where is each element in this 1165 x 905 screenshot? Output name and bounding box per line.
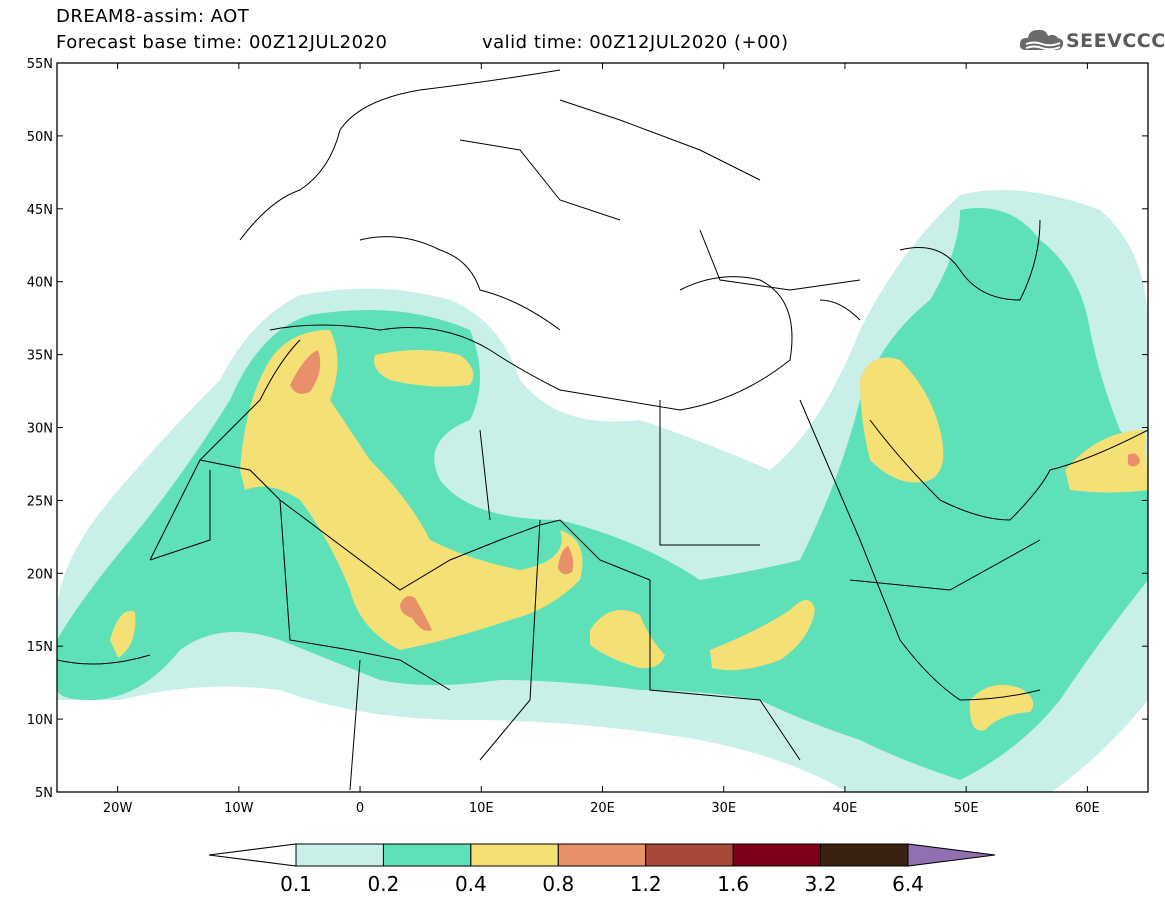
forecast-base-time: Forecast base time: 00Z12JUL2020 xyxy=(56,32,388,53)
colorbar-level-label: 0.2 xyxy=(368,872,400,896)
lon-tick-label: 20W xyxy=(103,801,133,816)
colorbar-level-label: 3.2 xyxy=(805,872,837,896)
logo-text: SEEVCCC xyxy=(1066,30,1165,52)
lon-tick-label: 10W xyxy=(224,801,254,816)
lon-tick-label: 30E xyxy=(711,801,736,816)
lon-tick-label: 10E xyxy=(469,801,494,816)
colorbar-swatch xyxy=(295,843,384,867)
aot-contour-fields xyxy=(57,190,1148,792)
colorbar-level-label: 0.4 xyxy=(455,872,487,896)
axis-ticks: 20W 10W 0 10E 20E 30E 40E 50E 60E 5N 10N 15N 20N 25N 3… xyxy=(27,57,1148,816)
lat-tick-label: 50N xyxy=(27,130,53,145)
colorbar-swatch xyxy=(470,843,559,867)
country-boundaries xyxy=(57,69,1148,791)
lat-tick-label: 30N xyxy=(27,422,53,437)
colorbar-level-label: 0.8 xyxy=(542,872,574,896)
lat-tick-label: 25N xyxy=(27,494,53,509)
colorbar-level-label: 1.6 xyxy=(717,872,749,896)
cloud-icon xyxy=(1019,29,1064,51)
lat-tick-label: 55N xyxy=(27,57,53,72)
colorbar-swatch xyxy=(382,843,472,867)
lon-tick-label: 60E xyxy=(1075,801,1100,816)
colorbar-level-label: 1.2 xyxy=(630,872,662,896)
lon-tick-label: 0 xyxy=(356,801,364,816)
lat-tick-label: 5N xyxy=(35,786,53,801)
colorbar-over-triangle xyxy=(907,843,996,867)
colorbar-swatch xyxy=(820,843,909,867)
lon-tick-label: 40E xyxy=(833,801,858,816)
lat-tick-label: 15N xyxy=(27,640,53,655)
lat-tick-label: 35N xyxy=(27,349,53,364)
colorbar-level-label: 6.4 xyxy=(892,872,924,896)
lon-tick-label: 20E xyxy=(590,801,615,816)
product-title: DREAM8-assim: AOT xyxy=(56,6,250,27)
colorbar-swatch xyxy=(732,843,822,867)
colorbar-under-triangle xyxy=(208,843,297,867)
colorbar-swatch xyxy=(557,843,647,867)
seevccc-logo: SEEVCCC xyxy=(1018,22,1165,58)
colorbar-level-label: 0.1 xyxy=(280,872,312,896)
valid-time: valid time: 00Z12JUL2020 (+00) xyxy=(482,32,789,53)
colorbar-swatch xyxy=(645,843,734,867)
lat-tick-label: 45N xyxy=(27,203,53,218)
lon-tick-label: 50E xyxy=(954,801,979,816)
lat-tick-label: 40N xyxy=(27,276,53,291)
lat-tick-label: 20N xyxy=(27,567,53,582)
lat-tick-label: 10N xyxy=(27,713,53,728)
